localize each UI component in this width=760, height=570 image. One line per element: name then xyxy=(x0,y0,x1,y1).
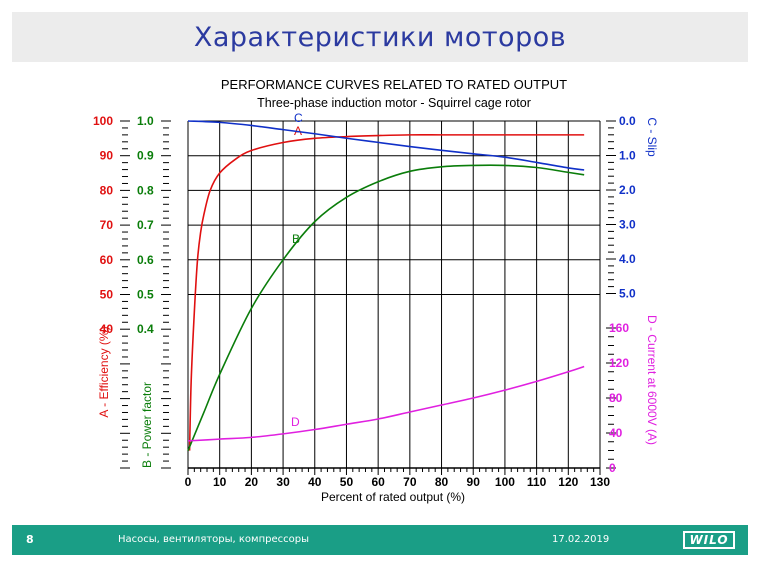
power-factor-tick-label: 0.4 xyxy=(137,322,154,336)
x-tick-label: 20 xyxy=(245,475,259,489)
x-tick-label: 60 xyxy=(371,475,385,489)
slip-tick-label: 4.0 xyxy=(619,252,636,266)
efficiency-tick-label: 100 xyxy=(93,114,113,128)
x-tick-label: 40 xyxy=(308,475,322,489)
footer: 8 Насосы, вентиляторы, компрессоры 17.02… xyxy=(12,525,748,555)
chart-subtitle: Three-phase induction motor - Squirrel c… xyxy=(257,96,531,110)
x-tick-label: 80 xyxy=(435,475,449,489)
series-label-c: C xyxy=(294,111,303,125)
current-tick-label: 120 xyxy=(609,356,629,370)
series-line-a xyxy=(188,134,585,451)
current-tick-label: 80 xyxy=(609,391,623,405)
power-factor-tick-label: 0.7 xyxy=(137,218,154,232)
current-axis-label: D - Current at 6000V (A) xyxy=(645,315,659,445)
power-factor-axis-label: B - Power factor xyxy=(140,382,154,468)
slip-tick-label: 1.0 xyxy=(619,149,636,163)
current-tick-label: 160 xyxy=(609,321,629,335)
grid xyxy=(187,120,601,469)
x-axis-label: Percent of rated output (%) xyxy=(321,490,465,504)
x-tick-label: 30 xyxy=(276,475,290,489)
page-number: 8 xyxy=(26,533,34,546)
slide-title: Характеристики моторов xyxy=(193,21,567,53)
x-tick-label: 100 xyxy=(495,475,515,489)
efficiency-tick-label: 70 xyxy=(100,218,114,232)
efficiency-tick-label: 80 xyxy=(100,183,114,197)
slip-tick-label: 0.0 xyxy=(619,114,636,128)
series-line-c xyxy=(187,120,585,171)
power-factor-tick-label: 0.5 xyxy=(137,288,154,302)
power-factor-tick-label: 0.9 xyxy=(137,149,154,163)
efficiency-tick-label: 40 xyxy=(100,322,114,336)
efficiency-tick-label: 90 xyxy=(100,149,114,163)
x-tick-label: 70 xyxy=(403,475,417,489)
x-tick-label: 120 xyxy=(558,475,578,489)
x-tick-label: 10 xyxy=(213,475,227,489)
axis-ticks: 0 10 20 30 40 50 60 70 80 90 100 110 120 130 40 50 60 70 8… xyxy=(93,114,636,489)
chart-title: PERFORMANCE CURVES RELATED TO RATED OUTP… xyxy=(221,77,567,92)
series-line-b xyxy=(187,164,585,451)
efficiency-axis-label: A - Efficiency (%) xyxy=(97,326,111,417)
slip-axis-label: C - Slip xyxy=(645,117,659,157)
x-tick-label: 110 xyxy=(527,475,547,489)
footer-subject: Насосы, вентиляторы, компрессоры xyxy=(118,534,309,545)
power-factor-tick-label: 0.6 xyxy=(137,253,154,267)
performance-chart: PERFORMANCE CURVES RELATED TO RATED OUTP… xyxy=(93,77,659,504)
title-bar: Характеристики моторов xyxy=(12,12,748,62)
current-tick-label: 40 xyxy=(609,426,623,440)
slip-tick-label: 2.0 xyxy=(619,183,636,197)
power-factor-tick-label: 1.0 xyxy=(137,114,154,128)
slip-tick-label: 3.0 xyxy=(619,218,636,232)
current-tick-label: 0 xyxy=(609,461,616,475)
x-tick-label: 130 xyxy=(590,475,610,489)
series-label-b: B xyxy=(292,232,300,246)
wilo-logo: WILO xyxy=(683,531,735,549)
footer-date: 17.02.2019 xyxy=(552,534,610,545)
power-factor-tick-label: 0.8 xyxy=(137,183,154,197)
slip-tick-label: 5.0 xyxy=(619,287,636,301)
x-tick-label: 0 xyxy=(185,475,192,489)
efficiency-tick-label: 50 xyxy=(100,288,114,302)
efficiency-tick-label: 60 xyxy=(100,253,114,267)
series-label-d: D xyxy=(291,415,300,429)
x-tick-label: 50 xyxy=(340,475,354,489)
series-line-d xyxy=(187,365,585,442)
x-tick-label: 90 xyxy=(467,475,481,489)
